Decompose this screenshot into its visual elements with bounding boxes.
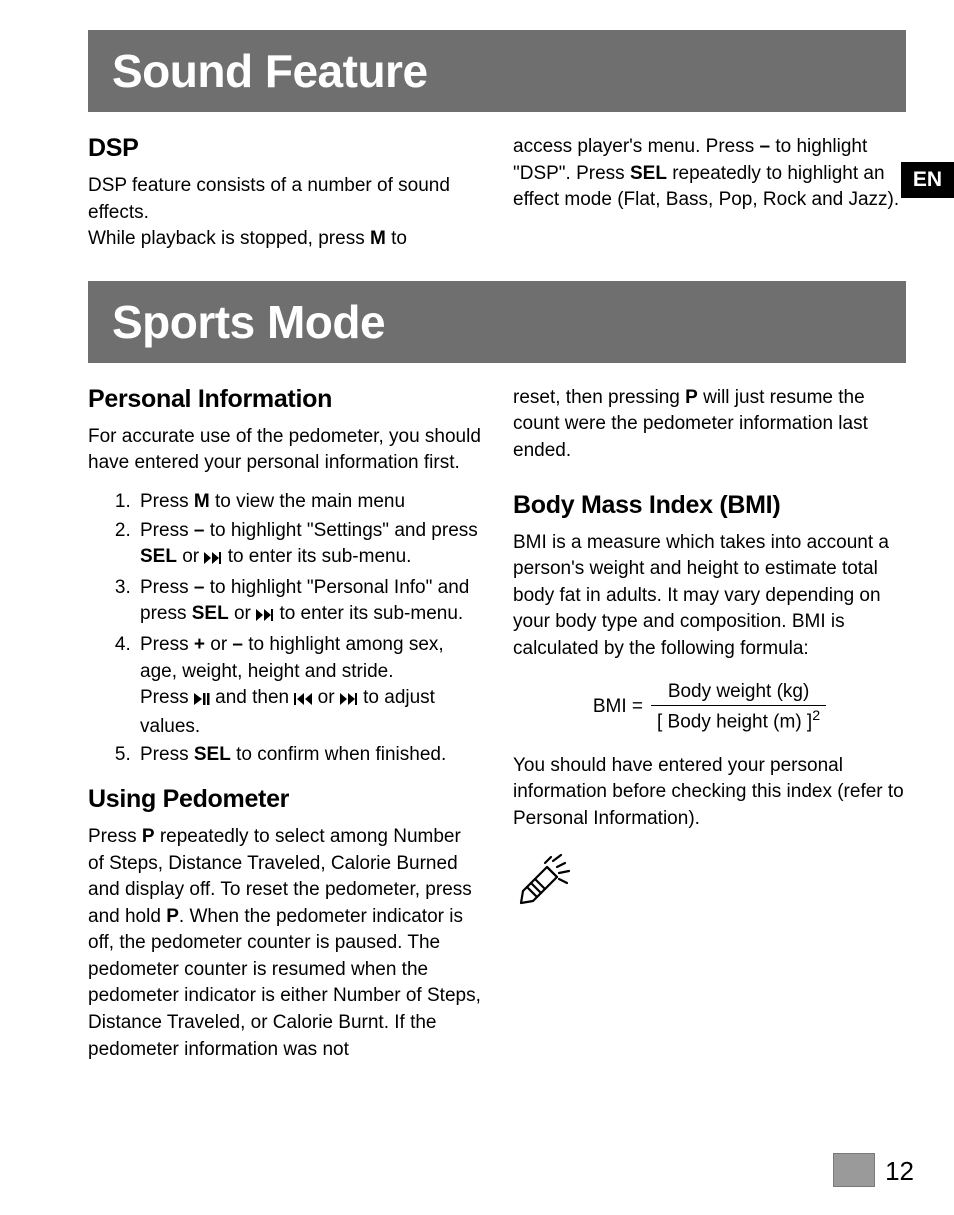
page-footer: 12 (833, 1153, 914, 1187)
bmi-denominator: [ Body height (m) ]2 (651, 705, 826, 733)
sports-mode-col-right: reset, then pressing P will just resume … (513, 385, 906, 1075)
text: Press (140, 634, 194, 655)
page-block (833, 1153, 875, 1187)
button-ref-p: P (166, 906, 179, 927)
button-ref-sel: SEL (194, 744, 231, 765)
language-tab: EN (901, 162, 954, 198)
text: . (179, 906, 184, 927)
text: to highlight "Settings" and press (204, 520, 477, 541)
text: or (318, 687, 340, 708)
text: Press (140, 491, 194, 512)
bmi-label: BMI = (593, 696, 643, 718)
text: Press (140, 687, 194, 708)
button-ref-sel: SEL (192, 603, 229, 624)
text: Press (88, 826, 142, 847)
sports-mode-col-left: Personal Information For accurate use of… (88, 385, 481, 1075)
text: or (229, 603, 256, 624)
text: Press (140, 520, 194, 541)
bmi-outro: You should have entered your personal in… (513, 753, 906, 833)
bmi-exponent: 2 (812, 708, 820, 724)
text: While playback is stopped, press (88, 228, 370, 249)
text: to confirm when finished. (231, 744, 446, 765)
step-2: Press – to highlight "Settings" and pres… (136, 518, 481, 573)
bmi-intro: BMI is a measure which takes into accoun… (513, 530, 906, 663)
button-ref-minus: – (194, 520, 205, 541)
personal-info-heading: Personal Information (88, 385, 481, 414)
step-1: Press M to view the main menu (136, 489, 481, 516)
bmi-numerator: Body weight (kg) (662, 681, 816, 705)
step-3: Press – to highlight "Personal Info" and… (136, 575, 481, 630)
dsp-heading: DSP (88, 134, 481, 163)
button-ref-minus: – (232, 634, 243, 655)
dsp-paragraph-2: access player's menu. Press – to highlig… (513, 134, 906, 214)
note-icon (513, 845, 583, 915)
bmi-heading: Body Mass Index (BMI) (513, 491, 906, 520)
text: and then (215, 687, 294, 708)
sound-feature-col-left: DSP DSP feature consists of a number of … (88, 134, 481, 265)
sound-feature-columns: DSP DSP feature consists of a number of … (88, 134, 906, 265)
fast-forward-icon (204, 546, 222, 573)
text: Press (140, 744, 194, 765)
fast-forward-icon (340, 687, 358, 714)
pedometer-continuation: reset, then pressing P will just resume … (513, 385, 906, 465)
button-ref-minus: – (194, 577, 205, 598)
using-pedometer-heading: Using Pedometer (88, 785, 481, 814)
text: to (386, 228, 407, 249)
bmi-fraction: Body weight (kg) [ Body height (m) ]2 (651, 681, 826, 733)
personal-info-intro: For accurate use of the pedometer, you s… (88, 424, 481, 477)
text: to enter its sub-menu. (279, 603, 463, 624)
pedometer-paragraph-1: Press P repeatedly to select among Numbe… (88, 824, 481, 1063)
bmi-formula: BMI = Body weight (kg) [ Body height (m)… (513, 681, 906, 733)
text: access player's menu. Press (513, 136, 760, 157)
text: to view the main menu (210, 491, 405, 512)
button-ref-p: P (685, 387, 698, 408)
sports-mode-banner: Sports Mode (88, 281, 906, 363)
text: When the pedometer indicator is off, the… (88, 906, 481, 1060)
text: or (205, 634, 232, 655)
step-4: Press + or – to highlight among sex, age… (136, 632, 481, 740)
sound-feature-col-right: access player's menu. Press – to highlig… (513, 134, 906, 265)
button-ref-p: P (142, 826, 155, 847)
button-ref-m: M (194, 491, 210, 512)
play-pause-icon (194, 687, 210, 714)
fast-forward-icon (256, 603, 274, 630)
text: to enter its sub-menu. (228, 546, 412, 567)
page-number: 12 (885, 1156, 914, 1187)
button-ref-m: M (370, 228, 386, 249)
sound-feature-banner: Sound Feature (88, 30, 906, 112)
button-ref-minus: – (760, 136, 771, 157)
personal-info-steps: Press M to view the main menu Press – to… (88, 489, 481, 769)
text: DSP feature consists of a number of soun… (88, 175, 450, 223)
text: Press (140, 577, 194, 598)
button-ref-plus: + (194, 634, 205, 655)
step-5: Press SEL to confirm when finished. (136, 742, 481, 769)
sports-mode-columns: Personal Information For accurate use of… (88, 385, 906, 1075)
text: or (177, 546, 204, 567)
dsp-paragraph-1: DSP feature consists of a number of soun… (88, 173, 481, 253)
button-ref-sel: SEL (140, 546, 177, 567)
text: reset, then pressing (513, 387, 685, 408)
text: [ Body height (m) ] (657, 711, 812, 732)
button-ref-sel: SEL (630, 163, 667, 184)
rewind-icon (294, 687, 312, 714)
